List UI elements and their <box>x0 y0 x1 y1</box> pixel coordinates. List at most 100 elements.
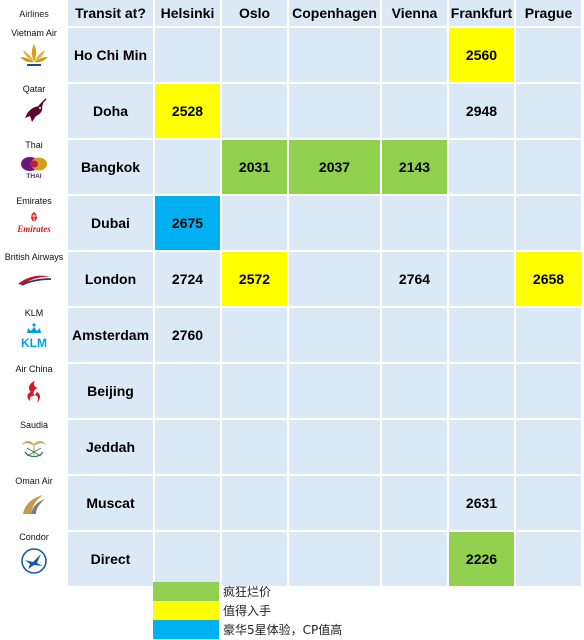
table-row: Direct 2226 <box>68 532 583 588</box>
fare-cell: 2764 <box>382 252 449 308</box>
fare-cell <box>289 364 382 420</box>
row-label: Beijing <box>68 364 155 420</box>
svg-text:Emirates: Emirates <box>16 224 51 234</box>
airlines-column: Airlines Vietnam Air Qatar Thai THAI Emirate… <box>0 0 68 582</box>
fare-cell <box>155 476 222 532</box>
table-header-row: Transit at? Helsinki Oslo Copenhagen Vienna F… <box>68 0 583 28</box>
air-china-phoenix-logo <box>0 378 68 411</box>
airline-british-airways: British Airways <box>0 248 68 297</box>
fare-cell <box>382 308 449 364</box>
saudia-palm-logo <box>0 434 68 467</box>
row-label: Doha <box>68 84 155 140</box>
svg-text:THAI: THAI <box>26 173 41 180</box>
fare-cell <box>516 476 583 532</box>
fare-cell <box>449 140 516 196</box>
fare-cell <box>382 420 449 476</box>
column-header-copenhagen: Copenhagen <box>289 0 382 28</box>
emirates-logo: Emirates <box>0 210 68 241</box>
table-row: Amsterdam 2760 <box>68 308 583 364</box>
fare-cell: 2760 <box>155 308 222 364</box>
fare-cell <box>449 364 516 420</box>
airline-name: Air China <box>15 364 53 374</box>
fare-cell <box>382 196 449 252</box>
svg-text:KLM: KLM <box>21 336 47 350</box>
fare-cell <box>516 308 583 364</box>
airline-name: Saudia <box>19 420 49 430</box>
fare-cell <box>289 476 382 532</box>
fare-cell: 2631 <box>449 476 516 532</box>
fare-cell <box>382 476 449 532</box>
fare-cell <box>289 28 382 84</box>
airline-name: Thai <box>25 140 43 150</box>
column-header-vienna: Vienna <box>382 0 449 28</box>
column-header-prague: Prague <box>516 0 583 28</box>
fare-cell: 2948 <box>449 84 516 140</box>
airline-name: Emirates <box>16 196 52 206</box>
row-label: Ho Chi Min <box>68 28 155 84</box>
airline-condor: Condor <box>0 528 68 581</box>
table-row: Bangkok 2031 2037 2143 <box>68 140 583 196</box>
table-row: Dubai 2675 <box>68 196 583 252</box>
fare-cell: 2658 <box>516 252 583 308</box>
fare-cell: 2528 <box>155 84 222 140</box>
fare-cell: 2143 <box>382 140 449 196</box>
airline-qatar: Qatar <box>0 80 68 129</box>
row-label: Muscat <box>68 476 155 532</box>
fare-cell <box>449 252 516 308</box>
thai-orchid-logo: THAI <box>0 154 68 185</box>
fare-cell <box>516 364 583 420</box>
fare-cell <box>382 364 449 420</box>
airline-name: Condor <box>19 532 49 542</box>
fare-cell: 2560 <box>449 28 516 84</box>
table-row: Ho Chi Min 2560 <box>68 28 583 84</box>
table-row: Beijing <box>68 364 583 420</box>
column-header-frankfurt: Frankfurt <box>449 0 516 28</box>
fare-cell <box>222 476 289 532</box>
fare-cell <box>222 196 289 252</box>
row-label: Dubai <box>68 196 155 252</box>
airline-air-china: Air China <box>0 360 68 411</box>
airline-vietnam-air: Vietnam Air <box>0 24 68 73</box>
airline-name: Qatar <box>22 84 46 94</box>
fare-cell <box>155 420 222 476</box>
airline-emirates: Emirates Emirates <box>0 192 68 241</box>
fare-cell <box>516 28 583 84</box>
fare-cell: 2037 <box>289 140 382 196</box>
oman-air-logo <box>0 490 68 523</box>
airline-name: Vietnam Air <box>11 28 57 38</box>
fare-cell: 2572 <box>222 252 289 308</box>
fare-cell <box>449 420 516 476</box>
airline-name: KLM <box>24 308 44 318</box>
fare-cell <box>222 420 289 476</box>
legend-item-blue: 豪华5星体验，CP值高 <box>153 620 342 639</box>
legend-item-yellow: 值得入手 <box>153 601 271 620</box>
fare-cell <box>516 420 583 476</box>
table-row: Jeddah <box>68 420 583 476</box>
legend-swatch-blue <box>153 620 219 639</box>
fare-cell <box>449 308 516 364</box>
fare-cell <box>382 84 449 140</box>
airline-name: Oman Air <box>15 476 53 486</box>
fare-cell <box>449 196 516 252</box>
fare-cell: 2675 <box>155 196 222 252</box>
legend-label: 疯狂烂价 <box>223 585 272 599</box>
row-label: Jeddah <box>68 420 155 476</box>
row-label: London <box>68 252 155 308</box>
fare-cell <box>289 252 382 308</box>
airline-name: British Airways <box>4 252 64 262</box>
fare-cell <box>155 28 222 84</box>
condor-bird-logo <box>0 546 68 581</box>
row-label: Amsterdam <box>68 308 155 364</box>
vietnam-airlines-lotus-logo <box>0 42 68 73</box>
british-airways-ribbon-logo <box>0 266 68 297</box>
fare-cell <box>382 28 449 84</box>
fare-cell <box>516 532 583 588</box>
airline-oman-air: Oman Air <box>0 472 68 523</box>
airlines-header: Airlines <box>19 9 49 19</box>
fare-cell <box>289 196 382 252</box>
fare-cell <box>155 140 222 196</box>
table-row: London 2724 2572 2764 2658 <box>68 252 583 308</box>
fare-cell <box>289 84 382 140</box>
fare-cell <box>222 28 289 84</box>
table-row: Muscat 2631 <box>68 476 583 532</box>
